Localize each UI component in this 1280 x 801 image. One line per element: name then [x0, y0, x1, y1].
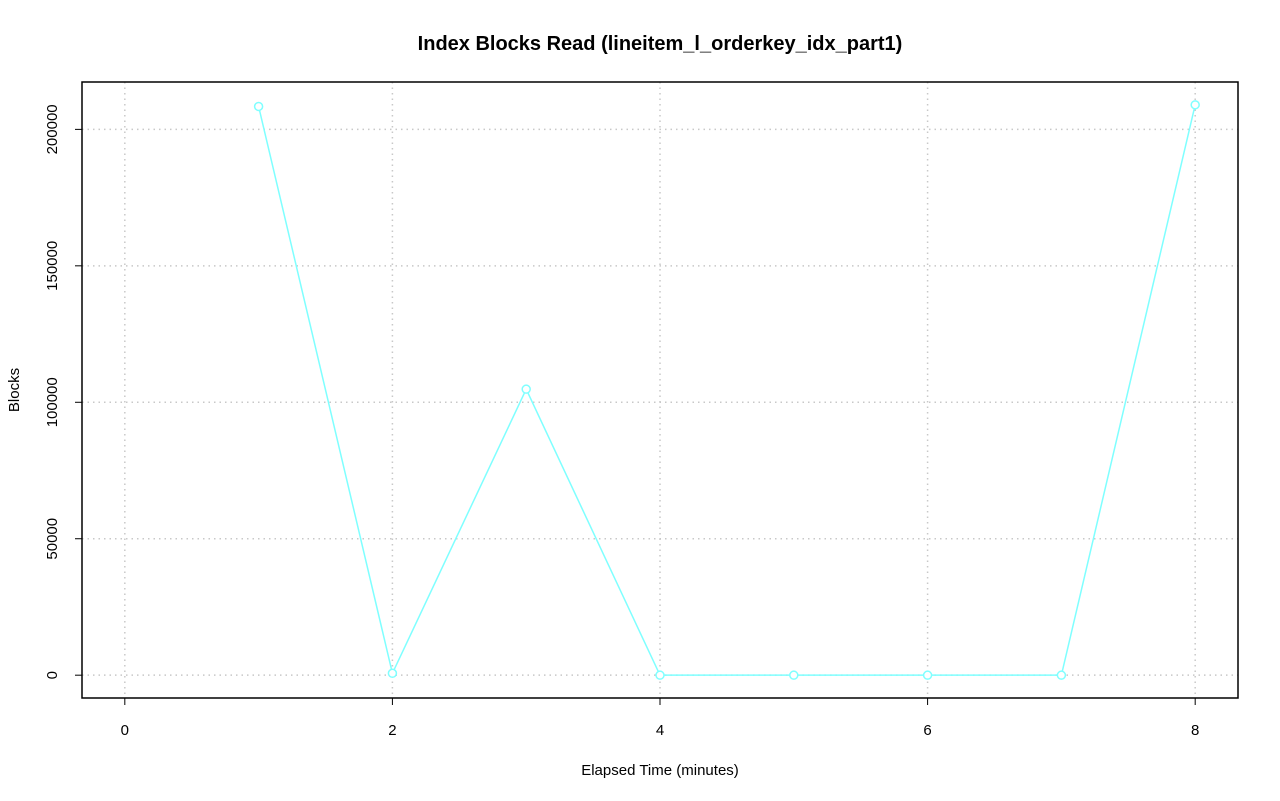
point: [1190, 100, 1200, 110]
x-tick-label: 6: [923, 722, 931, 739]
y-axis-title: Blocks: [6, 368, 23, 412]
point: [521, 384, 531, 394]
point: [922, 670, 933, 680]
point: [253, 101, 264, 112]
y-tick-label: 0: [44, 671, 61, 679]
x-axis-title: Elapsed Time (minutes): [581, 762, 739, 779]
plot-area: 0 2 4 6 8 0 50000 100000 150000 200000: [44, 81, 1239, 739]
point: [1056, 670, 1067, 680]
point: [789, 670, 799, 680]
y-tick-label: 100000: [44, 377, 61, 427]
y-tick-label: 150000: [44, 241, 61, 291]
x-tick-label: 8: [1191, 722, 1199, 739]
x-tick-label: 2: [388, 722, 396, 739]
x-tick-label: 4: [656, 722, 664, 739]
point: [387, 668, 398, 679]
y-tick-label: 50000: [44, 518, 61, 560]
chart-title: Index Blocks Read (lineitem_l_orderkey_i…: [418, 33, 903, 55]
x-tick-label: 0: [121, 722, 129, 739]
point: [655, 670, 665, 680]
y-tick-label: 200000: [44, 104, 61, 154]
series-line: [257, 104, 1196, 676]
plot-frame: [81, 81, 1239, 699]
